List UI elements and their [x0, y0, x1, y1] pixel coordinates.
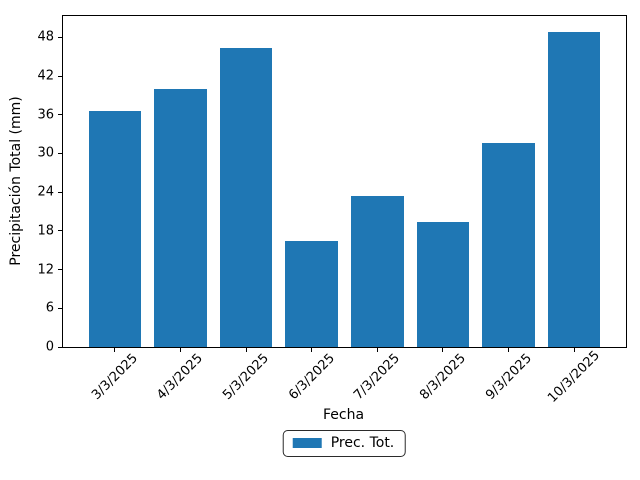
bar-7/3/2025	[351, 196, 404, 347]
x-tick-label: 6/3/2025	[285, 351, 338, 403]
bar-6/3/2025	[285, 240, 338, 347]
x-tick-mark	[508, 348, 510, 352]
bar-5/3/2025	[219, 47, 273, 347]
legend-series-label: Prec. Tot.	[330, 435, 395, 451]
x-tick-label: 4/3/2025	[154, 351, 207, 403]
bar-10/3/2025	[547, 32, 601, 347]
y-tick-mark	[58, 75, 62, 77]
x-tick-mark	[442, 348, 444, 352]
y-tick-label: 12	[37, 262, 54, 278]
y-tick-mark	[58, 191, 62, 193]
x-tick-mark	[573, 348, 575, 352]
y-tick-label: 48	[37, 29, 54, 45]
legend: Prec. Tot.	[282, 430, 406, 457]
x-tick-mark	[114, 348, 116, 352]
x-tick-label: 5/3/2025	[220, 351, 273, 403]
x-axis-title: Fecha	[322, 407, 365, 423]
bar-9/3/2025	[482, 143, 535, 347]
y-tick-mark	[58, 230, 62, 232]
y-tick-label: 0	[45, 339, 54, 355]
x-tick-label: 3/3/2025	[88, 351, 141, 403]
legend-color-swatch	[292, 438, 322, 448]
x-tick-label: 9/3/2025	[482, 351, 535, 403]
y-tick-label: 30	[37, 145, 54, 161]
y-tick-mark	[58, 36, 62, 38]
x-tick-label: 8/3/2025	[416, 351, 469, 403]
x-tick-label: 10/3/2025	[545, 348, 604, 406]
y-tick-mark	[58, 269, 62, 271]
x-tick-mark	[376, 348, 378, 352]
y-axis-tick-labels: 0 6 12 18 24 30 36 42 48	[0, 16, 54, 354]
y-tick-label: 36	[37, 107, 54, 123]
y-tick-label: 18	[37, 223, 54, 239]
x-tick-mark	[311, 348, 313, 352]
y-tick-label: 6	[45, 300, 54, 316]
x-tick-mark	[179, 348, 181, 352]
y-tick-mark	[58, 307, 62, 309]
bar-8/3/2025	[416, 221, 470, 347]
x-axis-tick-labels: 3/3/2025 4/3/2025 5/3/2025 6/3/2025 7/3/2025…	[63, 347, 626, 409]
y-tick-mark	[58, 152, 62, 154]
plot-area	[58, 15, 627, 352]
y-tick-mark	[58, 346, 62, 348]
x-tick-label: 7/3/2025	[351, 351, 404, 403]
x-tick-mark	[245, 348, 247, 352]
y-tick-label: 24	[37, 184, 54, 200]
y-tick-mark	[58, 114, 62, 116]
y-tick-label: 42	[37, 68, 54, 84]
bar-4/3/2025	[154, 88, 207, 347]
bar-3/3/2025	[88, 110, 142, 347]
